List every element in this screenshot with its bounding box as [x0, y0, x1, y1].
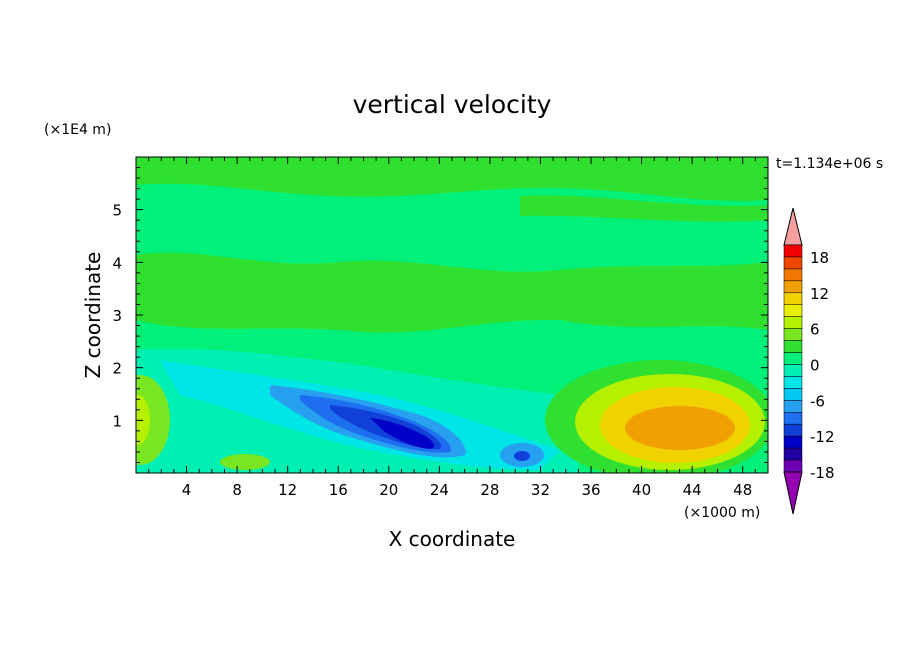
x-tick-label: 48 [733, 481, 752, 499]
mid-updraft-band [136, 252, 768, 333]
x-tick-label: 40 [632, 481, 651, 499]
colorbar-box [783, 423, 803, 437]
colorbar-label: -6 [810, 392, 825, 410]
y-tick-label: 5 [112, 202, 122, 220]
colorbar-box [783, 388, 803, 401]
colorbar-top-arrow [783, 207, 803, 246]
colorbar-label: -12 [810, 428, 835, 446]
y-axis-title: Z coordinate [81, 252, 105, 379]
y-tick-label: 2 [112, 360, 122, 378]
x-axis-title: X coordinate [389, 527, 516, 551]
bottom-updraft [220, 454, 270, 470]
y-tick-label: 3 [112, 307, 122, 325]
colorbar-box [783, 412, 803, 425]
colorbar-box [783, 280, 803, 294]
colorbar-box [783, 304, 803, 317]
colorbar-box [783, 340, 803, 353]
colorbar-label: 18 [810, 249, 829, 267]
contour-field [136, 157, 768, 473]
colorbar-box [783, 400, 803, 413]
colorbar-box [783, 435, 803, 449]
x-tick-label: 12 [278, 481, 297, 499]
colorbar-box [783, 316, 803, 329]
colorbar-box [783, 328, 803, 341]
colorbar-label: -18 [810, 464, 835, 482]
colorbar-label: 6 [810, 321, 820, 339]
colorbar-label: 0 [810, 356, 820, 374]
y-unit-label: (×1E4 m) [44, 122, 111, 138]
colorbar-box [783, 364, 803, 377]
x-tick-label: 20 [379, 481, 398, 499]
downdraft-max [370, 418, 435, 449]
colorbar-bottom-arrow [783, 471, 803, 515]
colorbar-box [783, 268, 803, 282]
x-tick-label: 36 [581, 481, 600, 499]
x-tick-label: 44 [683, 481, 702, 499]
left-updraft [136, 375, 170, 465]
x-tick-label: 32 [531, 481, 550, 499]
colorbar-box [783, 352, 803, 365]
x-tick-label: 8 [232, 481, 242, 499]
x-unit-label: (×1000 m) [684, 505, 760, 521]
x-tick-label: 28 [480, 481, 499, 499]
secondary-downdraft-core [514, 451, 530, 461]
x-tick-label: 16 [329, 481, 348, 499]
colorbar-box [783, 292, 803, 305]
colorbar: 18 12 6 0 -6 -12 -18 [783, 207, 835, 515]
colorbar-box [783, 244, 803, 258]
colorbar-box [783, 376, 803, 389]
x-axis-ticks: 4 8 12 16 20 24 28 32 36 40 44 48 [148, 157, 756, 499]
colorbar-label: 12 [810, 285, 829, 303]
x-tick-label: 4 [182, 481, 192, 499]
band-upper-right [520, 195, 768, 222]
y-tick-label: 1 [112, 412, 122, 430]
time-label: t=1.134e+06 s [776, 156, 883, 172]
x-tick-label: 24 [430, 481, 449, 499]
colorbar-box [783, 447, 803, 461]
chart-title: vertical velocity [353, 90, 552, 119]
upper-updraft-band [136, 157, 768, 202]
updraft-core [625, 406, 735, 450]
y-tick-label: 4 [112, 254, 122, 272]
colorbar-box [783, 459, 803, 473]
colorbar-box [783, 256, 803, 270]
y-axis-ticks: 1 2 3 4 5 [112, 167, 768, 463]
